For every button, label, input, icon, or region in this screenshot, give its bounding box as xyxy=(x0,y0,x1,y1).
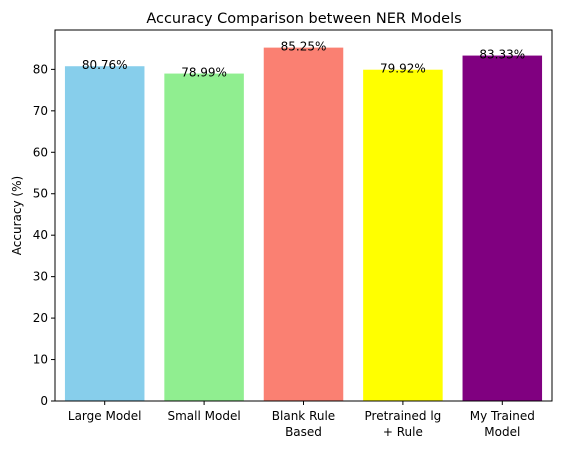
x-tick-label-1-0: Small Model xyxy=(168,409,241,423)
data-label-4: 83.33% xyxy=(479,48,525,62)
x-tick-label-4-0: My Trained xyxy=(470,409,535,423)
x-tick-label-2-1: Based xyxy=(285,425,322,439)
y-tick-label-4: 40 xyxy=(33,228,48,242)
x-tick-label-3-0: Pretrained lg xyxy=(365,409,442,423)
y-tick-label-3: 30 xyxy=(33,270,48,284)
y-tick-label-1: 10 xyxy=(33,353,48,367)
x-tick-label-3-1: + Rule xyxy=(383,425,423,439)
bar-1 xyxy=(164,73,244,401)
bar-3 xyxy=(363,69,443,401)
data-label-1: 78.99% xyxy=(181,66,227,80)
data-label-3: 79.92% xyxy=(380,62,426,76)
y-tick-label-0: 0 xyxy=(40,394,48,408)
x-tick-label-4-1: Model xyxy=(484,425,520,439)
bar-4 xyxy=(462,55,543,401)
data-label-2: 85.25% xyxy=(281,40,327,54)
bar-0 xyxy=(64,66,145,402)
y-tick-label-5: 50 xyxy=(33,187,48,201)
bar-2 xyxy=(263,47,344,402)
x-tick-label-2-0: Blank Rule xyxy=(272,409,335,423)
y-axis-label: Accuracy (%) xyxy=(10,176,24,255)
y-tick-label-2: 20 xyxy=(33,311,48,325)
x-tick-label-0-0: Large Model xyxy=(68,409,142,423)
y-tick-label-8: 80 xyxy=(33,62,48,76)
y-tick-label-6: 60 xyxy=(33,145,48,159)
chart-title: Accuracy Comparison between NER Models xyxy=(146,11,461,27)
data-label-0: 80.76% xyxy=(82,58,128,72)
y-tick-label-7: 70 xyxy=(33,104,48,118)
plot-area: 80.76% 78.99% 85.25% 79.92% 83.33% 0 10 20 30 40 5… xyxy=(33,29,553,439)
